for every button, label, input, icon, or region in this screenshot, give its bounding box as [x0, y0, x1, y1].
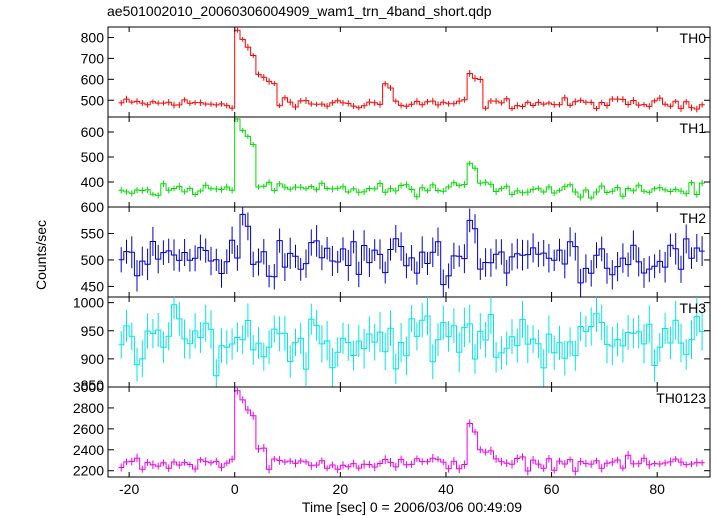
panel-label: TH3	[680, 300, 707, 316]
panel-label: TH1	[680, 120, 707, 136]
series-th2	[118, 207, 705, 297]
x-tick-label: 60	[544, 481, 560, 497]
y-tick-label: 800	[81, 29, 105, 45]
y-tick-label: 600	[81, 124, 105, 140]
overlap-tick-label-2: 850	[81, 377, 105, 393]
y-tick-label: 1000	[73, 295, 104, 311]
y-tick-label: 900	[81, 351, 105, 367]
panel-label: TH0	[680, 30, 707, 46]
panel-label: TH0123	[656, 390, 706, 406]
overlap-tick-label: 3000	[73, 379, 104, 395]
x-tick-label: 80	[649, 481, 665, 497]
panels-group: 500 600 700 800 TH0 400 500 600 TH1 450 500 550 600 T…	[73, 26, 711, 479]
y-tick-label: 700	[81, 50, 105, 66]
series-line	[118, 29, 705, 110]
panel-th3: 900 950 1000 TH3	[73, 295, 711, 388]
x-tick-label: 40	[438, 481, 454, 497]
panel-th1: 400 500 600 TH1	[81, 116, 711, 208]
panel-label: TH2	[680, 210, 707, 226]
y-axis-label: Counts/sec	[33, 220, 49, 290]
y-tick-label: 500	[81, 149, 105, 165]
chart-title: ae501002010_20060306004909_wam1_trn_4ban…	[107, 3, 492, 19]
panel-frame	[107, 386, 711, 478]
panel-frame	[107, 26, 711, 118]
series-th0123	[118, 387, 705, 476]
y-tick-label: 2800	[73, 400, 104, 416]
series-line	[118, 118, 705, 199]
x-axis-label: Time [sec] 0 = 2006/03/06 00:49:09	[302, 499, 522, 515]
panel-th0: 500 600 700 800 TH0	[81, 26, 711, 118]
y-tick-label: 450	[81, 278, 105, 294]
y-tick-label: 2600	[73, 421, 104, 437]
panel-th0123: 2200 2400 2600 2800 TH0123	[73, 386, 711, 479]
x-tick-label: 20	[333, 481, 349, 497]
y-tick-label: 600	[81, 71, 105, 87]
y-tick-label: 950	[81, 323, 105, 339]
x-tick-label: -20	[119, 481, 139, 497]
series-line	[118, 390, 705, 472]
series-th1	[118, 117, 705, 201]
y-tick-label: 2200	[73, 463, 104, 479]
series-th0	[118, 27, 705, 113]
y-tick-label: 500	[81, 252, 105, 268]
y-tick-label: 2400	[73, 442, 104, 458]
panel-th2: 450 500 550 600 TH2	[81, 199, 711, 298]
y-tick-label: 500	[81, 92, 105, 108]
y-tick-label: 550	[81, 225, 105, 241]
x-tick-label: 0	[231, 481, 239, 497]
series-th3	[118, 297, 705, 387]
y-tick-label: 400	[81, 174, 105, 190]
y-tick-label: 600	[81, 199, 105, 215]
